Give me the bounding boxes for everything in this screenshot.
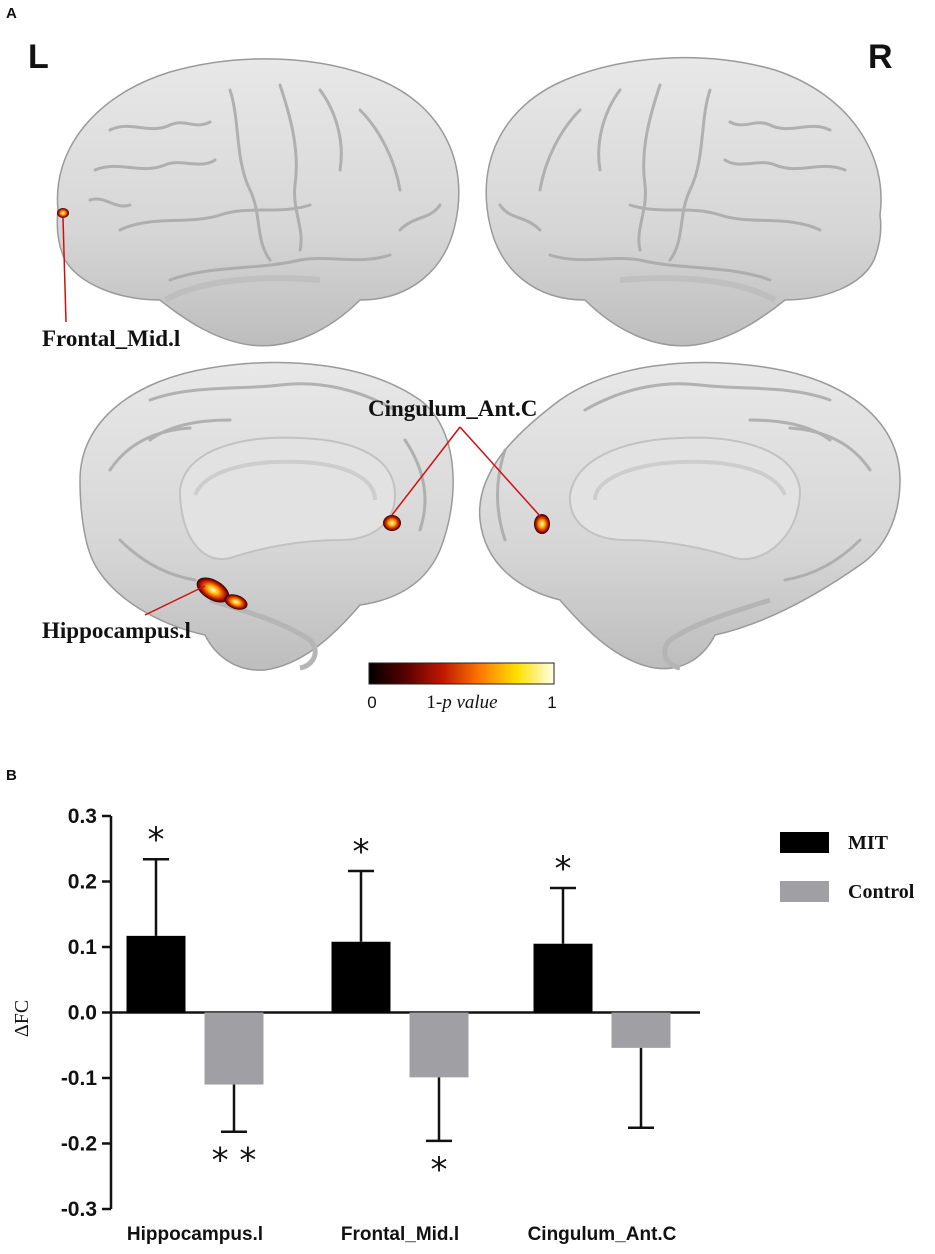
frontal-mid-activation: [57, 208, 69, 218]
legend-label-mit: MIT: [848, 832, 889, 854]
significance-marker: *: [431, 1150, 448, 1190]
significance-marker: * *: [212, 1141, 257, 1181]
panel-a-letter: A: [6, 5, 17, 22]
colorbar-gradient: [368, 662, 555, 685]
legend-swatch-control: [780, 881, 829, 902]
right-medial-brain: [459, 361, 901, 671]
y-tick-label: 0.2: [68, 871, 97, 894]
x-tick-label-2: Cingulum_Ant.C: [528, 1224, 677, 1245]
panel-a: A L R Frontal_Mid.l: [6, 5, 901, 713]
bar-control-1: [409, 1012, 469, 1078]
x-tick-label-0: Hippocampus.l: [127, 1224, 263, 1245]
region-label-hippocampus: Hippocampus.l: [42, 618, 191, 643]
bar-mit-1: [331, 941, 391, 1013]
left-cingulum-activation: [383, 515, 401, 531]
y-tick-label: 0.3: [68, 805, 97, 828]
colorbar: 0 1 1-p value: [367, 662, 557, 713]
hippocampus-activation: [196, 577, 230, 603]
right-lateral-brain: [485, 56, 882, 347]
legend-label-control: Control: [848, 881, 915, 903]
left-medial-brain: [79, 361, 461, 671]
y-tick-label: -0.1: [61, 1067, 98, 1090]
y-axis-label: ΔFC: [11, 1000, 33, 1037]
significance-marker: *: [555, 849, 572, 889]
colorbar-title: 1-p value: [426, 692, 497, 713]
y-tick-label: 0.0: [68, 1002, 97, 1025]
colorbar-min-label: 0: [367, 693, 376, 712]
y-tick-label: -0.2: [61, 1133, 97, 1156]
bar-control-2: [611, 1012, 671, 1048]
colorbar-max-label: 1: [547, 693, 556, 712]
right-cingulum-activation: [534, 514, 550, 534]
region-label-frontal: Frontal_Mid.l: [42, 326, 180, 351]
significance-marker: *: [148, 820, 165, 860]
right-hemisphere-label: R: [868, 38, 893, 76]
y-tick-label: 0.1: [68, 936, 98, 959]
bar-mit-2: [533, 943, 593, 1013]
significance-marker: *: [353, 832, 370, 872]
panel-b-letter: B: [6, 767, 17, 784]
x-tick-label-1: Frontal_Mid.l: [341, 1224, 459, 1245]
legend-swatch-mit: [780, 832, 829, 853]
bar-chart: 0.3 0.2 0.1 0.0 -0.1 -0.2 -0.3 ΔFC * * * * * * Hippoc…: [11, 805, 915, 1245]
left-lateral-brain: [56, 58, 460, 347]
bar-mit-0: [126, 935, 186, 1013]
left-hemisphere-label: L: [28, 38, 49, 76]
panel-b: B 0.3 0.2 0.1 0.0 -0.1 -0.2 -0.3 ΔFC * * * * * * Hipp…: [6, 767, 915, 1245]
region-label-cingulum: Cingulum_Ant.C: [368, 396, 537, 421]
y-tick-label: -0.3: [61, 1198, 97, 1221]
bar-control-0: [204, 1012, 264, 1085]
